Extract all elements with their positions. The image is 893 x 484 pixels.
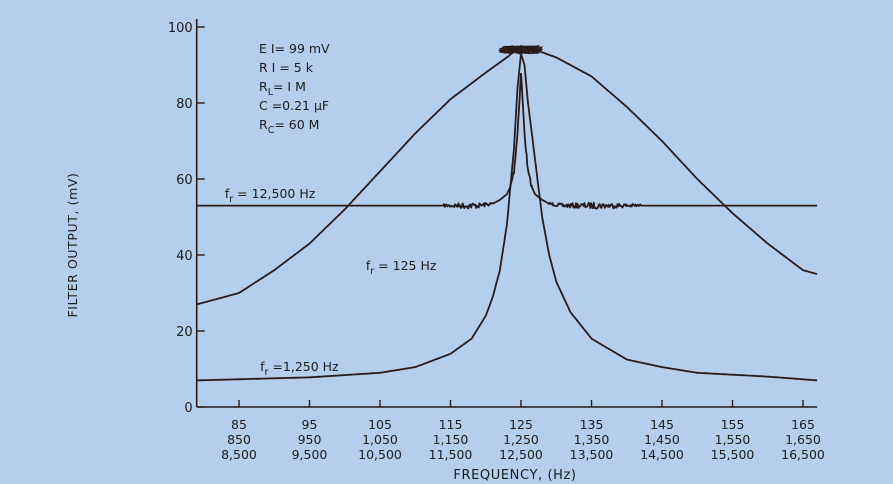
x-tick-label: 950 <box>298 432 322 447</box>
series-label: fr = 125 Hz <box>366 258 437 277</box>
x-tick-label: 1,450 <box>644 432 680 447</box>
x-tick-label: 85 <box>231 417 247 432</box>
y-tick-label: 40 <box>176 249 193 264</box>
peak-noise <box>497 45 544 55</box>
x-tick-label: 125 <box>509 417 533 432</box>
series-label: fr =1,250 Hz <box>260 359 339 378</box>
circuit-parameter: R I = 5 k <box>259 60 314 75</box>
x-tick-label: 155 <box>721 417 745 432</box>
x-tick-label: 1,250 <box>503 432 539 447</box>
y-tick-label: 20 <box>176 325 193 340</box>
x-tick-label: 145 <box>650 417 674 432</box>
y-tick-label: 100 <box>168 21 193 36</box>
x-tick-label: 135 <box>580 417 604 432</box>
x-tick-label: 115 <box>439 417 463 432</box>
x-tick-label: 1,550 <box>715 432 751 447</box>
x-tick-label: 1,050 <box>362 432 398 447</box>
y-tick-label: 80 <box>176 97 193 112</box>
annotations: fr = 125 Hz fr =1,250 Hz fr = 12,500 Hz E I… <box>225 41 437 378</box>
x-tick-label: 850 <box>227 432 251 447</box>
x-tick-label: 8,500 <box>221 447 257 462</box>
x-tick-label: 165 <box>791 417 815 432</box>
x-tick-label: 105 <box>368 417 392 432</box>
series-label: fr = 12,500 Hz <box>225 186 316 205</box>
x-tick-label: 1,650 <box>785 432 821 447</box>
x-tick-label: 16,500 <box>781 447 825 462</box>
x-tick-label: 1,350 <box>574 432 610 447</box>
x-tick-label: 13,500 <box>570 447 614 462</box>
y-tick-label: 60 <box>176 173 193 188</box>
series-line <box>196 52 818 382</box>
y-axis-label: FILTER OUTPUT, (mV) <box>65 172 80 317</box>
x-tick-label: 95 <box>302 417 318 432</box>
x-tick-label: 12,500 <box>499 447 543 462</box>
x-tick-label: 15,500 <box>711 447 755 462</box>
x-axis-label: FREQUENCY, (Hz) <box>453 468 576 483</box>
y-tick-label: 0 <box>184 401 192 416</box>
series-line <box>196 45 818 306</box>
x-tick-label: 1,150 <box>433 432 469 447</box>
circuit-parameter: RC= 60 M <box>259 117 319 136</box>
x-tick-label: 11,500 <box>429 447 473 462</box>
x-tick-label: 10,500 <box>358 447 402 462</box>
x-tick-label: 14,500 <box>640 447 684 462</box>
circuit-parameter: RL= I M <box>259 79 306 98</box>
series-line <box>196 72 818 210</box>
circuit-parameter: C =0.21 μF <box>259 98 329 113</box>
circuit-parameter: E I= 99 mV <box>259 41 330 56</box>
x-tick-label: 9,500 <box>292 447 328 462</box>
curves <box>196 45 818 382</box>
